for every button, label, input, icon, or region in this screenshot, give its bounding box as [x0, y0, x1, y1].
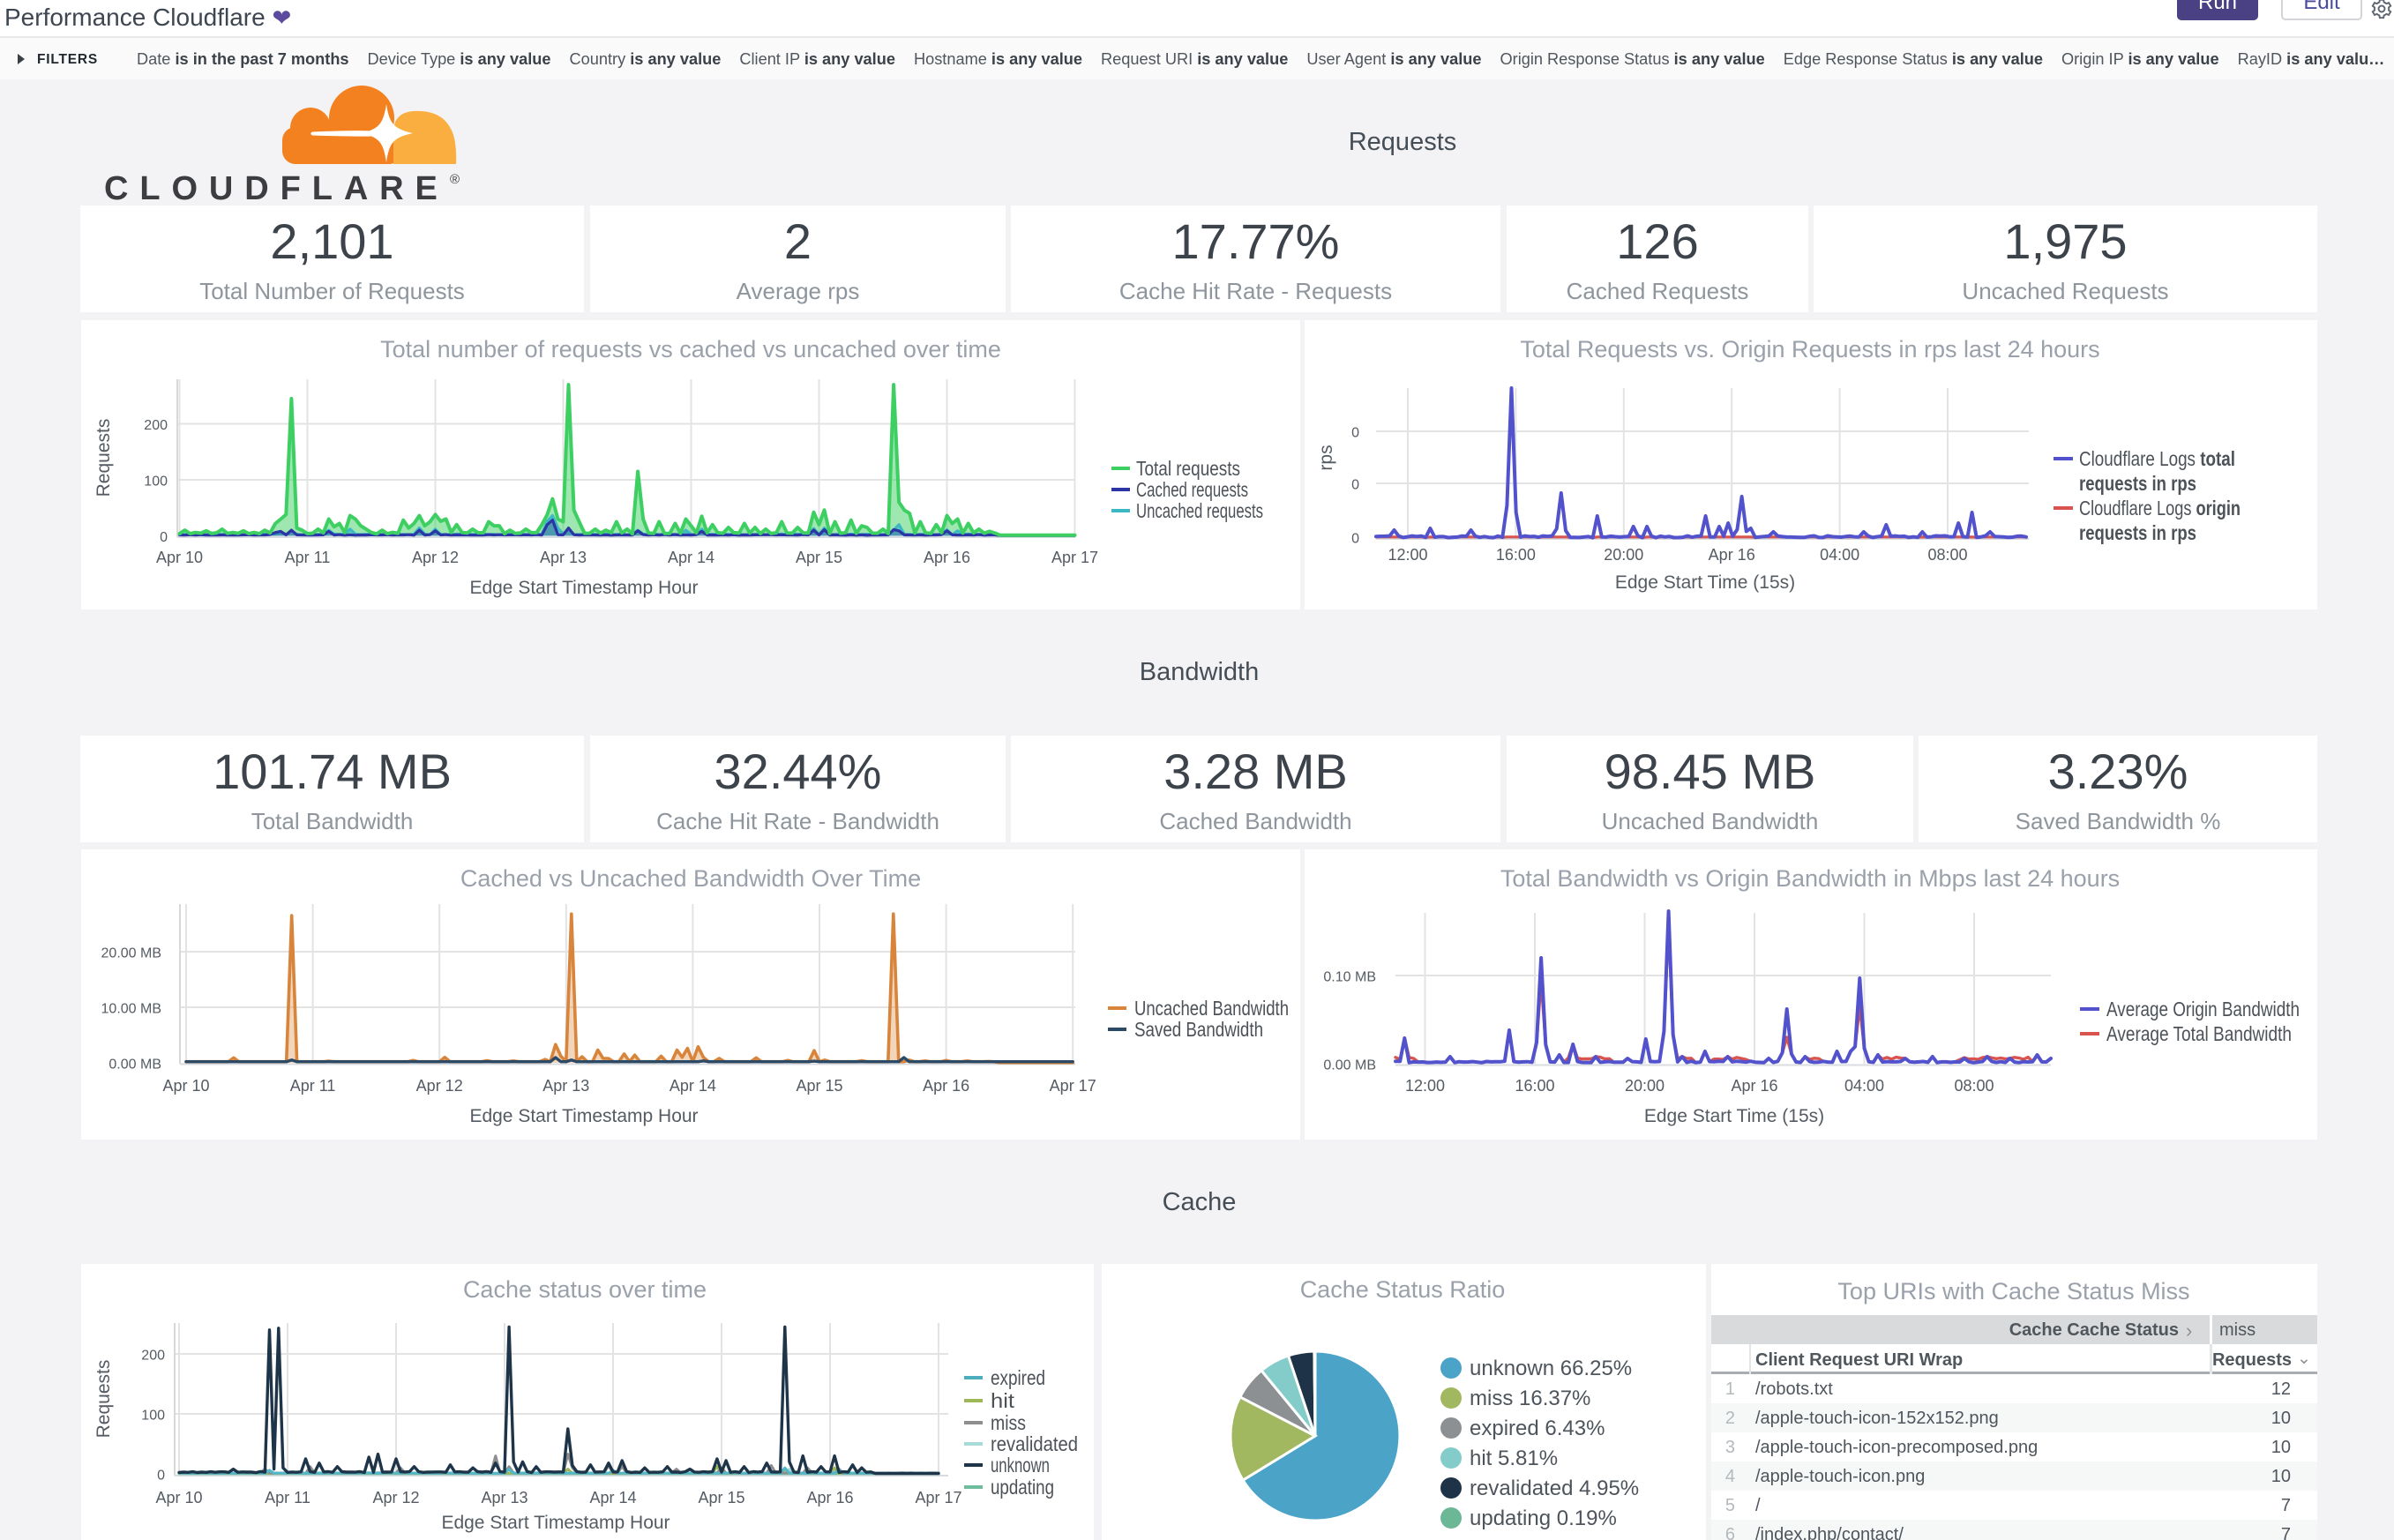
svg-text:08:00: 08:00: [1927, 546, 1967, 564]
svg-text:200: 200: [144, 418, 168, 433]
svg-text:0.00 MB: 0.00 MB: [1323, 1058, 1376, 1073]
svg-text:expired 6.43%: expired 6.43%: [1470, 1417, 1605, 1440]
svg-text:Edge Start Time (15s): Edge Start Time (15s): [1644, 1106, 1824, 1126]
svg-text:Edge Start Time (15s): Edge Start Time (15s): [1615, 572, 1795, 593]
svg-text:Edge Start Timestamp Hour: Edge Start Timestamp Hour: [469, 578, 698, 598]
svg-text:0.10 MB: 0.10 MB: [1323, 970, 1376, 985]
svg-text:Apr 17: Apr 17: [1051, 549, 1098, 566]
svg-text:Apr 11: Apr 11: [265, 1489, 310, 1506]
svg-text:Apr 12: Apr 12: [372, 1489, 419, 1506]
svg-text:Apr 17: Apr 17: [1050, 1077, 1096, 1095]
svg-text:unknown 66.25%: unknown 66.25%: [1470, 1357, 1632, 1380]
svg-text:0: 0: [1351, 532, 1359, 547]
svg-text:unknown: unknown: [991, 1454, 1050, 1476]
svg-text:Apr 16: Apr 16: [806, 1489, 853, 1506]
svg-text:12:00: 12:00: [1388, 546, 1427, 564]
svg-text:Edge Start Timestamp Hour: Edge Start Timestamp Hour: [469, 1106, 698, 1126]
svg-text:Apr 13: Apr 13: [481, 1489, 527, 1506]
svg-text:Total Requests vs. Origin Requ: Total Requests vs. Origin Requests in rp…: [1520, 336, 2099, 363]
svg-text:0.00 MB: 0.00 MB: [108, 1058, 161, 1073]
svg-text:Total Bandwidth vs Origin Band: Total Bandwidth vs Origin Bandwidth in M…: [1500, 865, 2120, 892]
svg-text:Average Total Bandwidth: Average Total Bandwidth: [2106, 1022, 2292, 1045]
svg-text:Top URIs with Cache Status Mis: Top URIs with Cache Status Miss: [1837, 1278, 2189, 1305]
svg-text:Uncached requests: Uncached requests: [1136, 499, 1263, 522]
svg-text:20:00: 20:00: [1625, 1077, 1665, 1095]
svg-text:Apr 10: Apr 10: [156, 549, 203, 566]
svg-text:Cloudflare Logs origin: Cloudflare Logs origin: [2079, 497, 2241, 520]
svg-text:0: 0: [1351, 426, 1359, 441]
svg-text:0: 0: [1351, 478, 1359, 493]
svg-text:100: 100: [144, 475, 168, 490]
svg-text:200: 200: [141, 1349, 165, 1364]
svg-text:10.00 MB: 10.00 MB: [101, 1002, 161, 1017]
svg-text:hit 5.81%: hit 5.81%: [1470, 1447, 1558, 1470]
svg-text:Apr 14: Apr 14: [670, 1077, 716, 1095]
svg-text:hit: hit: [991, 1389, 1015, 1412]
svg-text:Cache Status Ratio: Cache Status Ratio: [1300, 1276, 1506, 1303]
svg-text:Apr 11: Apr 11: [285, 549, 331, 566]
svg-text:Apr 15: Apr 15: [796, 549, 842, 566]
svg-text:Apr 16: Apr 16: [924, 549, 970, 566]
svg-text:04:00: 04:00: [1820, 546, 1859, 564]
svg-text:Cache status over time: Cache status over time: [463, 1276, 707, 1303]
svg-text:Cached vs Uncached Bandwidth O: Cached vs Uncached Bandwidth Over Time: [460, 865, 921, 892]
svg-text:Apr 16: Apr 16: [1731, 1077, 1777, 1095]
svg-text:Apr 13: Apr 13: [540, 549, 587, 566]
svg-text:Cached requests: Cached requests: [1136, 478, 1248, 501]
svg-text:Apr 15: Apr 15: [698, 1489, 744, 1506]
svg-text:Apr 11: Apr 11: [290, 1077, 336, 1095]
svg-text:Apr 12: Apr 12: [416, 1077, 463, 1095]
svg-text:Apr 14: Apr 14: [589, 1489, 636, 1506]
svg-text:Apr 16: Apr 16: [1709, 546, 1755, 564]
svg-text:revalidated 4.95%: revalidated 4.95%: [1470, 1476, 1639, 1500]
svg-text:miss: miss: [991, 1411, 1026, 1434]
svg-text:Saved Bandwidth: Saved Bandwidth: [1134, 1018, 1263, 1041]
svg-text:Average Origin Bandwidth: Average Origin Bandwidth: [2106, 998, 2300, 1020]
svg-text:updating: updating: [991, 1476, 1054, 1499]
svg-text:Requests: Requests: [94, 1360, 114, 1439]
svg-text:requests in rps: requests in rps: [2079, 521, 2196, 544]
svg-text:Total number of requests vs ca: Total number of requests vs cached vs un…: [380, 336, 1001, 363]
svg-text:Apr 10: Apr 10: [155, 1489, 202, 1506]
svg-text:Apr 14: Apr 14: [668, 549, 714, 566]
svg-text:08:00: 08:00: [1954, 1077, 1994, 1095]
svg-text:0: 0: [160, 530, 168, 545]
svg-text:Apr 15: Apr 15: [796, 1077, 842, 1095]
svg-text:04:00: 04:00: [1844, 1077, 1884, 1095]
svg-text:Apr 16: Apr 16: [923, 1077, 969, 1095]
svg-text:Apr 12: Apr 12: [412, 549, 459, 566]
svg-text:20.00 MB: 20.00 MB: [101, 946, 161, 961]
svg-text:16:00: 16:00: [1496, 546, 1536, 564]
svg-text:Uncached Bandwidth: Uncached Bandwidth: [1134, 997, 1289, 1020]
svg-text:expired: expired: [991, 1366, 1045, 1389]
svg-text:Apr 10: Apr 10: [162, 1077, 209, 1095]
svg-text:Apr 13: Apr 13: [542, 1077, 589, 1095]
svg-text:Apr 17: Apr 17: [915, 1489, 961, 1506]
svg-text:Cloudflare Logs total: Cloudflare Logs total: [2079, 447, 2235, 470]
svg-text:miss 16.37%: miss 16.37%: [1470, 1387, 1590, 1410]
svg-text:Edge Start Timestamp Hour: Edge Start Timestamp Hour: [441, 1513, 670, 1533]
svg-text:0: 0: [157, 1469, 165, 1484]
svg-text:revalidated: revalidated: [991, 1432, 1078, 1455]
svg-text:Total requests: Total requests: [1136, 457, 1240, 480]
svg-text:16:00: 16:00: [1515, 1077, 1554, 1095]
svg-text:12:00: 12:00: [1405, 1077, 1445, 1095]
svg-text:100: 100: [141, 1409, 165, 1424]
svg-text:Requests: Requests: [94, 419, 114, 497]
svg-text:updating 0.19%: updating 0.19%: [1470, 1506, 1617, 1530]
svg-text:20:00: 20:00: [1604, 546, 1643, 564]
svg-text:rps: rps: [1316, 445, 1336, 470]
svg-text:requests in rps: requests in rps: [2079, 472, 2196, 495]
